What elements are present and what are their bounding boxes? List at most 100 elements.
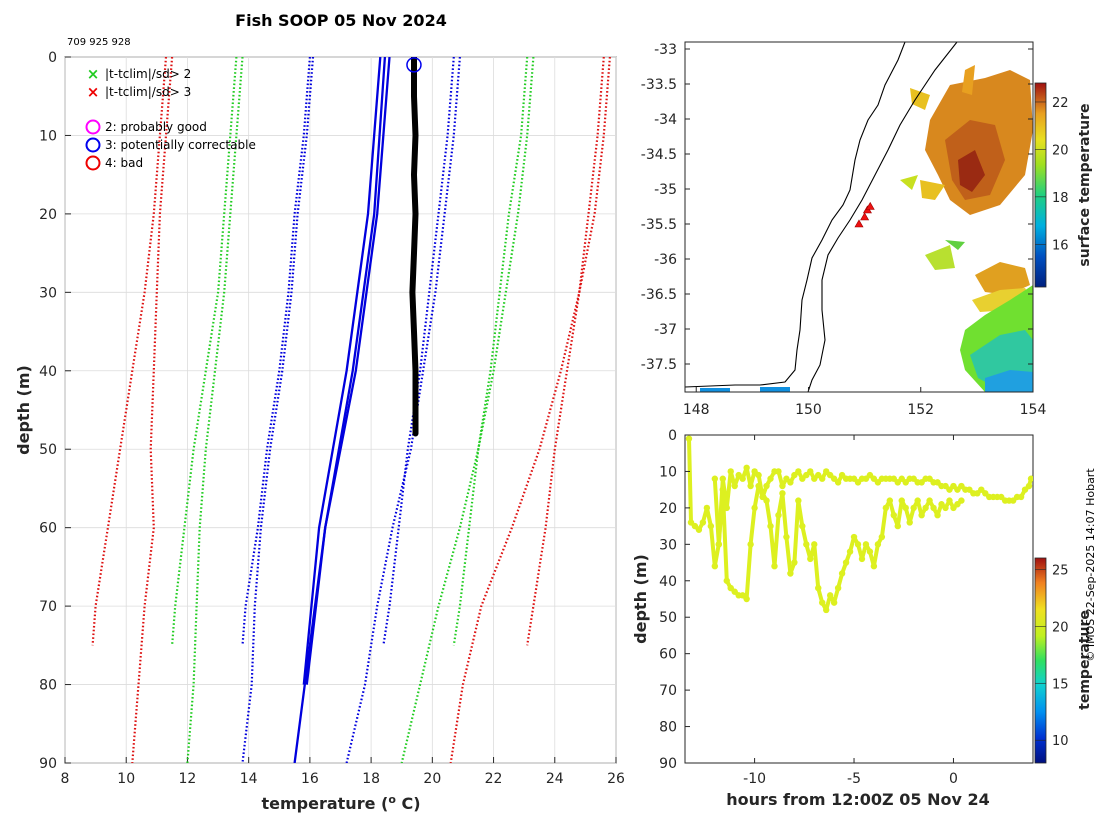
depth-point: [838, 570, 846, 577]
depth-point: [934, 511, 941, 519]
depth-point: [854, 541, 862, 548]
depth-point: [822, 606, 830, 614]
y-tick-label: 20: [39, 207, 57, 223]
depth-point: [747, 482, 754, 490]
depth-point: [767, 475, 774, 482]
legend-item-flag4: 4: bad: [85, 155, 143, 171]
depth-point: [775, 511, 782, 519]
bass-strait-patch-2: [760, 387, 790, 392]
depth-point: [763, 497, 770, 504]
series-line: [345, 57, 461, 763]
depth-point: [755, 482, 762, 490]
depth-point: [878, 533, 886, 541]
x-tick-label: 22: [485, 771, 503, 787]
depth-point: [743, 595, 750, 603]
track-marker: [865, 201, 875, 210]
legend-label: |t-tclim|/sd> 3: [105, 85, 191, 99]
sst-field: [685, 42, 1033, 392]
depth-point: [719, 475, 726, 482]
yellow-spot-patch-2: [920, 180, 945, 200]
depth-point: [767, 522, 774, 530]
y-tick-label: 40: [39, 364, 57, 380]
depth-point: [898, 497, 905, 504]
depth-point: [703, 504, 711, 512]
depth-point: [791, 559, 798, 566]
depth-point: [771, 563, 778, 570]
y-tick-label: 90: [39, 756, 57, 772]
depth-point: [930, 504, 937, 512]
depth-point: [1027, 475, 1033, 482]
depth-point: [775, 468, 782, 475]
depth-point: [779, 490, 786, 497]
legend-label: 4: bad: [105, 156, 143, 170]
y-tick-label: 40: [659, 574, 677, 590]
lat-tick-label: -37: [654, 322, 677, 338]
red-x-icon: ×: [87, 83, 100, 101]
depth-point: [894, 522, 901, 530]
depth-point: [834, 479, 842, 486]
depth-point: [811, 541, 818, 548]
lon-tick-label: 154: [1020, 402, 1047, 418]
depth-point: [850, 533, 858, 541]
depth-point: [870, 563, 878, 570]
x-tick-label: 12: [179, 771, 197, 787]
ship-track: [854, 201, 875, 228]
depth-point: [779, 482, 786, 490]
y-tick-label: 0: [668, 428, 677, 444]
lon-tick-label: 150: [795, 402, 822, 418]
depth-point: [1017, 493, 1025, 501]
depth-point: [862, 541, 870, 548]
depth-point: [910, 504, 917, 512]
south-warm-patch: [975, 262, 1030, 295]
lat-tick-label: -34: [654, 112, 677, 128]
depth-point: [819, 599, 826, 606]
blue-circle-icon: [85, 137, 101, 153]
hot-core-patch: [958, 150, 985, 192]
x-tick-label: 8: [61, 771, 70, 787]
depth-point: [1025, 482, 1033, 490]
colorbar-tick-label: 20: [1052, 620, 1069, 635]
map-axes-box: [684, 41, 1034, 393]
depth-point: [743, 464, 750, 471]
series-line: [131, 57, 174, 763]
timeseries-ylabel: depth (m): [631, 554, 650, 644]
depth-point: [685, 435, 693, 442]
depth-point: [783, 533, 790, 541]
series-line: [526, 57, 605, 646]
lat-tick-label: -35.5: [641, 217, 677, 233]
depth-point: [751, 504, 758, 512]
legend-label: |t-tclim|/sd> 2: [105, 67, 191, 81]
depth-point: [922, 504, 929, 512]
legend-item-sd3: × |t-tclim|/sd> 3: [87, 83, 191, 101]
profile-ylabel: depth (m): [14, 365, 33, 455]
series-line: [241, 57, 315, 763]
depth-point: [695, 526, 703, 533]
lat-tick-label: -33.5: [641, 77, 677, 93]
lon-tick-label: 152: [907, 402, 934, 418]
lat-tick-label: -36.5: [641, 287, 677, 303]
depth-point: [866, 548, 874, 555]
y-tick-label: 60: [39, 521, 57, 537]
depth-point: [803, 541, 810, 548]
cool-blue-patch: [985, 370, 1033, 392]
depth-point: [723, 577, 730, 584]
depth-point: [799, 522, 806, 530]
profile-series: [91, 57, 611, 763]
depth-point: [826, 592, 834, 599]
depth-point: [846, 548, 854, 555]
depth-point: [815, 584, 822, 592]
x-tick-label: 0: [949, 771, 958, 787]
timeseries-chart: -10 -5 0 0 10 20 30 40 50 60 70 80 90 hours from 12:…: [631, 428, 1093, 809]
depth-point: [834, 584, 842, 592]
series-line: [171, 57, 238, 646]
depth-point: [795, 468, 802, 475]
colorbar-tick-label: 10: [1052, 734, 1069, 749]
track-marker: [860, 212, 870, 221]
green-x-icon: ×: [87, 65, 100, 83]
legend-label: 3: potentially correctable: [105, 138, 256, 152]
colorbar-tick-label: 15: [1052, 677, 1069, 692]
series-line: [293, 57, 391, 763]
warm-filament-patch: [962, 65, 975, 95]
depth-point: [727, 468, 734, 475]
timeseries-xlabel: hours from 12:00Z 05 Nov 24: [726, 790, 989, 809]
